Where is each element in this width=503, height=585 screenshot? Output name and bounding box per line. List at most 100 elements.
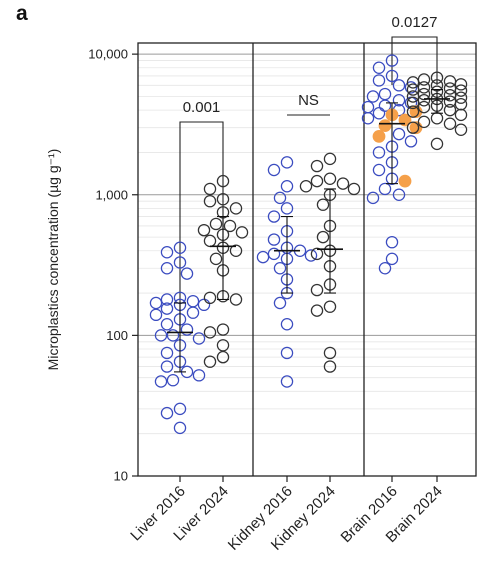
data-point <box>160 293 174 306</box>
y-tick-label: 10 <box>114 469 128 484</box>
data-point <box>372 163 386 177</box>
data-point <box>430 71 444 84</box>
significance-label: 0.0127 <box>392 14 438 31</box>
data-point <box>203 355 217 368</box>
data-point <box>229 202 243 215</box>
data-point <box>443 82 457 95</box>
data-point <box>197 223 211 237</box>
data-point <box>366 90 380 103</box>
data-point <box>417 100 431 114</box>
data-point <box>372 146 386 159</box>
data-point <box>273 191 287 205</box>
data-point <box>256 250 270 264</box>
data-point <box>173 241 187 254</box>
data-point <box>280 156 294 169</box>
significance-bracket <box>391 36 438 85</box>
data-point <box>149 308 163 322</box>
data-point <box>149 296 163 310</box>
data-point <box>203 291 217 305</box>
data-point <box>361 112 375 125</box>
data-point <box>229 244 243 257</box>
data-point <box>310 247 324 261</box>
significance-label: NS <box>298 92 319 109</box>
plot-frame <box>137 42 477 477</box>
data-point <box>430 112 444 125</box>
data-point <box>216 339 230 352</box>
data-point <box>323 360 337 373</box>
data-point <box>267 233 281 246</box>
data-point <box>392 94 406 107</box>
data-point <box>323 346 337 360</box>
data-point <box>197 298 211 312</box>
data-point <box>385 54 399 67</box>
y-axis-label: Microplastics concentration (µg g⁻¹) <box>45 149 61 371</box>
data-point <box>406 76 420 89</box>
data-point <box>372 107 386 120</box>
data-point <box>372 74 386 87</box>
summary-bars <box>167 88 450 373</box>
data-point <box>160 406 174 420</box>
data-point <box>180 267 194 280</box>
data-point <box>186 294 200 308</box>
data-point <box>454 91 468 104</box>
data-point <box>216 192 230 206</box>
gridlines <box>138 53 476 435</box>
highlighted-data-point <box>372 130 386 143</box>
data-point <box>160 318 174 331</box>
data-point <box>273 296 287 310</box>
data-point <box>235 226 249 239</box>
highlighted-data-point <box>398 174 412 188</box>
data-point <box>310 159 324 173</box>
significance-bracket <box>179 121 224 332</box>
data-point <box>304 249 318 262</box>
data-point <box>154 329 168 342</box>
data-point <box>417 115 431 129</box>
data-point <box>392 79 406 92</box>
data-point <box>406 105 420 118</box>
data-point <box>310 174 324 188</box>
data-point <box>173 421 187 435</box>
data-point <box>173 256 187 269</box>
data-point <box>454 84 468 97</box>
data-point <box>267 210 281 223</box>
data-point <box>180 323 194 336</box>
data-point <box>166 373 180 387</box>
data-point <box>404 135 418 148</box>
data-point <box>160 346 174 360</box>
data-point <box>323 300 337 313</box>
data-point <box>392 188 406 201</box>
data-point <box>310 283 324 297</box>
data-point <box>454 98 468 111</box>
panel-label: a <box>16 2 28 25</box>
data-point <box>192 332 206 345</box>
data-point <box>316 198 330 211</box>
data-points <box>149 54 468 435</box>
data-point <box>406 96 420 110</box>
data-point <box>406 121 420 134</box>
data-point <box>443 103 457 117</box>
data-point <box>378 99 392 112</box>
data-point <box>385 235 399 249</box>
y-tick-label: 100 <box>106 328 128 343</box>
data-point <box>323 172 337 185</box>
data-point <box>454 123 468 136</box>
data-point <box>160 360 174 373</box>
data-point <box>280 202 294 215</box>
data-point <box>166 329 180 342</box>
data-point <box>336 177 350 190</box>
data-point <box>385 69 399 83</box>
data-point <box>216 323 230 336</box>
data-point <box>160 302 174 315</box>
data-point <box>323 152 337 166</box>
data-point <box>366 191 380 205</box>
data-point <box>223 219 237 233</box>
y-tick-label: 10,000 <box>88 47 128 62</box>
y-axis-ticks: 10 100 1,000 10,000 <box>88 47 138 484</box>
data-point <box>160 262 174 275</box>
data-point <box>160 246 174 259</box>
data-point <box>280 179 294 193</box>
data-point <box>378 87 392 101</box>
data-point <box>299 179 313 193</box>
data-point <box>378 262 392 275</box>
data-point <box>310 304 324 317</box>
